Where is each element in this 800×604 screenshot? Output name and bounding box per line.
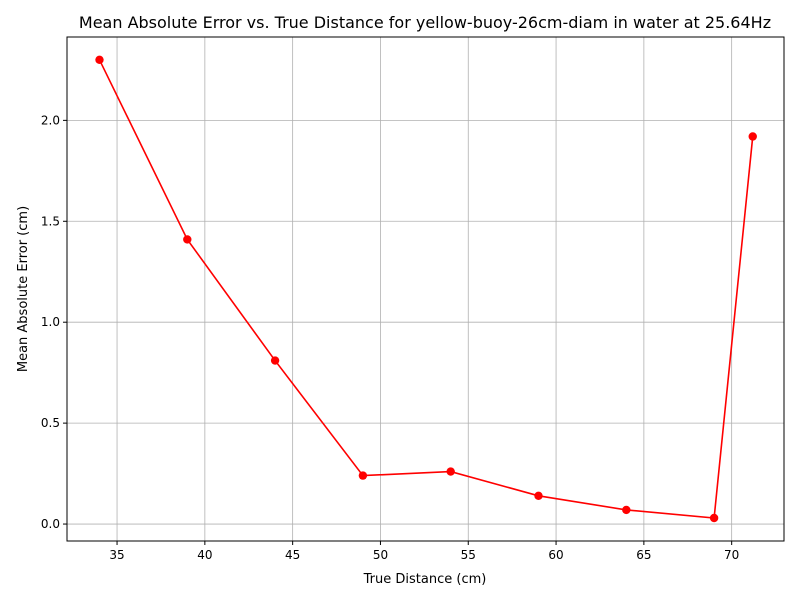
data-point	[95, 55, 104, 65]
y-tick-label: 2.0	[41, 113, 60, 127]
axes	[66, 36, 785, 542]
y-axis-label: Mean Absolute Error (cm)	[16, 206, 31, 372]
y-tick-label: 0.5	[41, 416, 60, 430]
data-point	[622, 505, 631, 515]
data-point	[709, 513, 719, 523]
x-tick-label: 35	[109, 548, 124, 562]
x-axis-ticks: 35 40 45 50 55 60 65 70	[109, 541, 739, 562]
data-point	[183, 235, 192, 244]
y-axis-ticks: 0.0 0.5 1.0 1.5 2.0	[41, 113, 67, 531]
y-tick-label: 0.0	[41, 517, 60, 531]
x-tick-label: 50	[373, 548, 388, 562]
y-tick-label: 1.0	[41, 315, 60, 329]
y-tick-label: 1.5	[41, 214, 60, 228]
x-tick-label: 70	[724, 548, 739, 562]
x-tick-label: 60	[548, 548, 563, 562]
x-tick-label: 65	[636, 548, 651, 562]
data-point	[748, 132, 757, 141]
x-axis-label: True Distance (cm)	[363, 572, 487, 587]
data-point	[446, 467, 455, 476]
plot-area-frame	[66, 36, 785, 542]
x-tick-label: 55	[461, 548, 476, 562]
data-point	[534, 491, 543, 500]
data-series	[95, 55, 757, 523]
x-tick-label: 40	[197, 548, 212, 562]
grid	[67, 37, 784, 541]
data-point	[270, 356, 280, 365]
x-tick-label: 45	[285, 548, 300, 562]
chart-title: Mean Absolute Error vs. True Distance fo…	[79, 13, 771, 32]
data-point	[358, 471, 368, 480]
